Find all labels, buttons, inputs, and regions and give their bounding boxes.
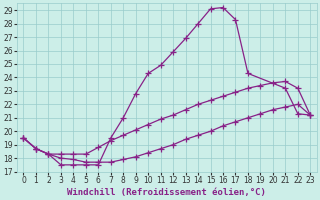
X-axis label: Windchill (Refroidissement éolien,°C): Windchill (Refroidissement éolien,°C) xyxy=(68,188,266,197)
